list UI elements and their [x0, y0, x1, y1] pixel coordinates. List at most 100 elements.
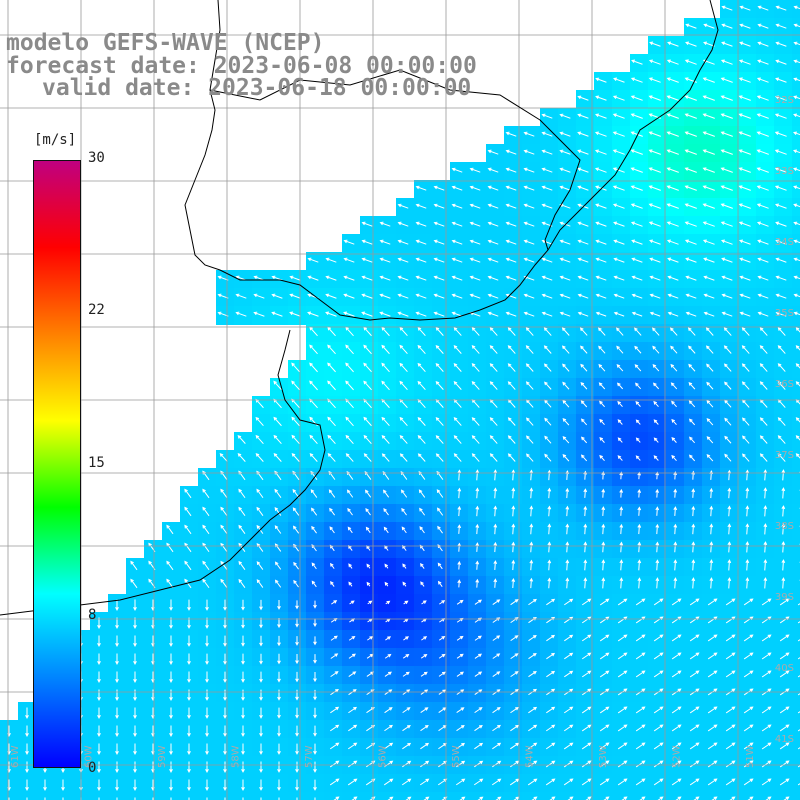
- wind-arrow: [630, 77, 643, 83]
- wind-arrow: [223, 599, 227, 611]
- wind-arrow: [655, 471, 660, 480]
- wind-arrow: [779, 598, 790, 606]
- wind-arrow: [402, 742, 412, 750]
- wind-speed-cell: [558, 522, 577, 541]
- wind-arrow: [565, 559, 570, 571]
- wind-arrow: [577, 167, 589, 173]
- wind-arrow: [62, 797, 64, 800]
- wind-arrow: [384, 563, 389, 569]
- wind-arrow: [331, 600, 338, 605]
- wind-arrow: [793, 239, 800, 244]
- wind-arrow: [348, 635, 356, 641]
- wind-arrow: [527, 742, 538, 750]
- wind-arrow: [541, 185, 553, 191]
- wind-arrow: [775, 41, 787, 47]
- wind-arrow: [757, 41, 769, 47]
- wind-speed-cell: [486, 684, 505, 703]
- wind-arrow: [438, 636, 446, 641]
- wind-arrow: [759, 345, 768, 354]
- wind-speed-cell: [666, 720, 685, 739]
- wind-arrow: [528, 724, 538, 732]
- wind-arrow: [523, 167, 535, 173]
- wind-arrow: [653, 400, 659, 407]
- wind-speed-cell: [378, 666, 397, 685]
- wind-speed-cell: [396, 666, 415, 685]
- wind-speed-cell: [450, 576, 469, 595]
- wind-arrow: [702, 185, 715, 191]
- wind-arrow: [133, 599, 137, 611]
- wind-arrow: [648, 149, 661, 155]
- wind-arrow: [707, 634, 718, 642]
- wind-arrow: [475, 578, 480, 588]
- wind-arrow: [559, 203, 571, 209]
- wind-arrow: [781, 541, 786, 553]
- wind-speed-cell: [738, 522, 757, 541]
- wind-speed-cell: [720, 612, 739, 631]
- wind-arrow: [564, 634, 574, 642]
- wind-arrow: [595, 77, 607, 83]
- wind-speed-cell: [324, 792, 343, 800]
- wind-arrow: [421, 636, 428, 641]
- wind-speed-cell: [558, 774, 577, 793]
- wind-arrow: [742, 417, 750, 426]
- wind-arrow: [330, 706, 340, 714]
- wind-arrow: [673, 523, 678, 535]
- wind-arrow: [577, 275, 589, 281]
- wind-arrow: [475, 487, 480, 499]
- wind-speed-cell: [396, 630, 415, 649]
- wind-speed-cell: [270, 792, 289, 800]
- wind-speed-cell: [630, 648, 649, 667]
- wind-arrow: [742, 453, 750, 462]
- wind-arrow: [688, 363, 696, 372]
- wind-speed-cell: [504, 738, 523, 757]
- wind-arrow: [563, 706, 574, 714]
- wind-arrow: [761, 760, 772, 768]
- wind-arrow: [399, 435, 408, 444]
- wind-arrow: [274, 561, 282, 570]
- wind-speed-cell: [612, 576, 631, 595]
- wind-arrow: [133, 707, 137, 719]
- wind-speed-cell: [594, 576, 613, 595]
- wind-arrow: [399, 344, 408, 355]
- wind-arrow: [721, 293, 733, 299]
- wind-speed-cell: [684, 594, 703, 613]
- wind-arrow: [493, 578, 498, 588]
- wind-arrow: [577, 185, 589, 191]
- wind-speed-cell: [450, 684, 469, 703]
- wind-arrow: [541, 131, 553, 137]
- wind-arrow: [777, 435, 786, 444]
- wind-arrow: [311, 562, 317, 570]
- wind-speed-cell: [432, 756, 451, 775]
- wind-arrow: [381, 344, 390, 355]
- wind-speed-cell: [432, 648, 451, 667]
- wind-arrow: [492, 742, 502, 750]
- wind-speed-cell: [486, 486, 505, 505]
- wind-arrow: [453, 345, 462, 354]
- wind-speed-cell: [648, 648, 667, 667]
- wind-arrow: [634, 345, 642, 354]
- wind-arrow: [635, 670, 646, 678]
- wind-speed-cell: [792, 684, 800, 703]
- wind-arrow: [253, 311, 265, 317]
- wind-arrow: [621, 796, 628, 800]
- wind-speed-cell: [648, 792, 667, 800]
- wind-arrow: [617, 706, 628, 714]
- wind-arrow: [348, 706, 358, 714]
- wind-speed-cell: [522, 594, 541, 613]
- wind-arrow: [277, 743, 281, 755]
- wind-arrow: [549, 796, 556, 800]
- wind-arrow: [403, 600, 409, 605]
- wind-arrow: [493, 469, 498, 481]
- wind-speed-cell: [450, 738, 469, 757]
- wind-speed-cell: [504, 756, 523, 775]
- latitude-label: 39S: [775, 592, 794, 603]
- wind-arrow: [529, 577, 534, 589]
- longitude-label: 52W: [672, 745, 683, 768]
- wind-arrow: [757, 23, 769, 29]
- wind-arrow: [544, 417, 552, 426]
- wind-arrow: [756, 167, 769, 173]
- wind-arrow: [635, 742, 646, 750]
- wind-arrow: [259, 743, 263, 755]
- wind-speed-cell: [792, 90, 800, 109]
- wind-arrow: [381, 380, 390, 391]
